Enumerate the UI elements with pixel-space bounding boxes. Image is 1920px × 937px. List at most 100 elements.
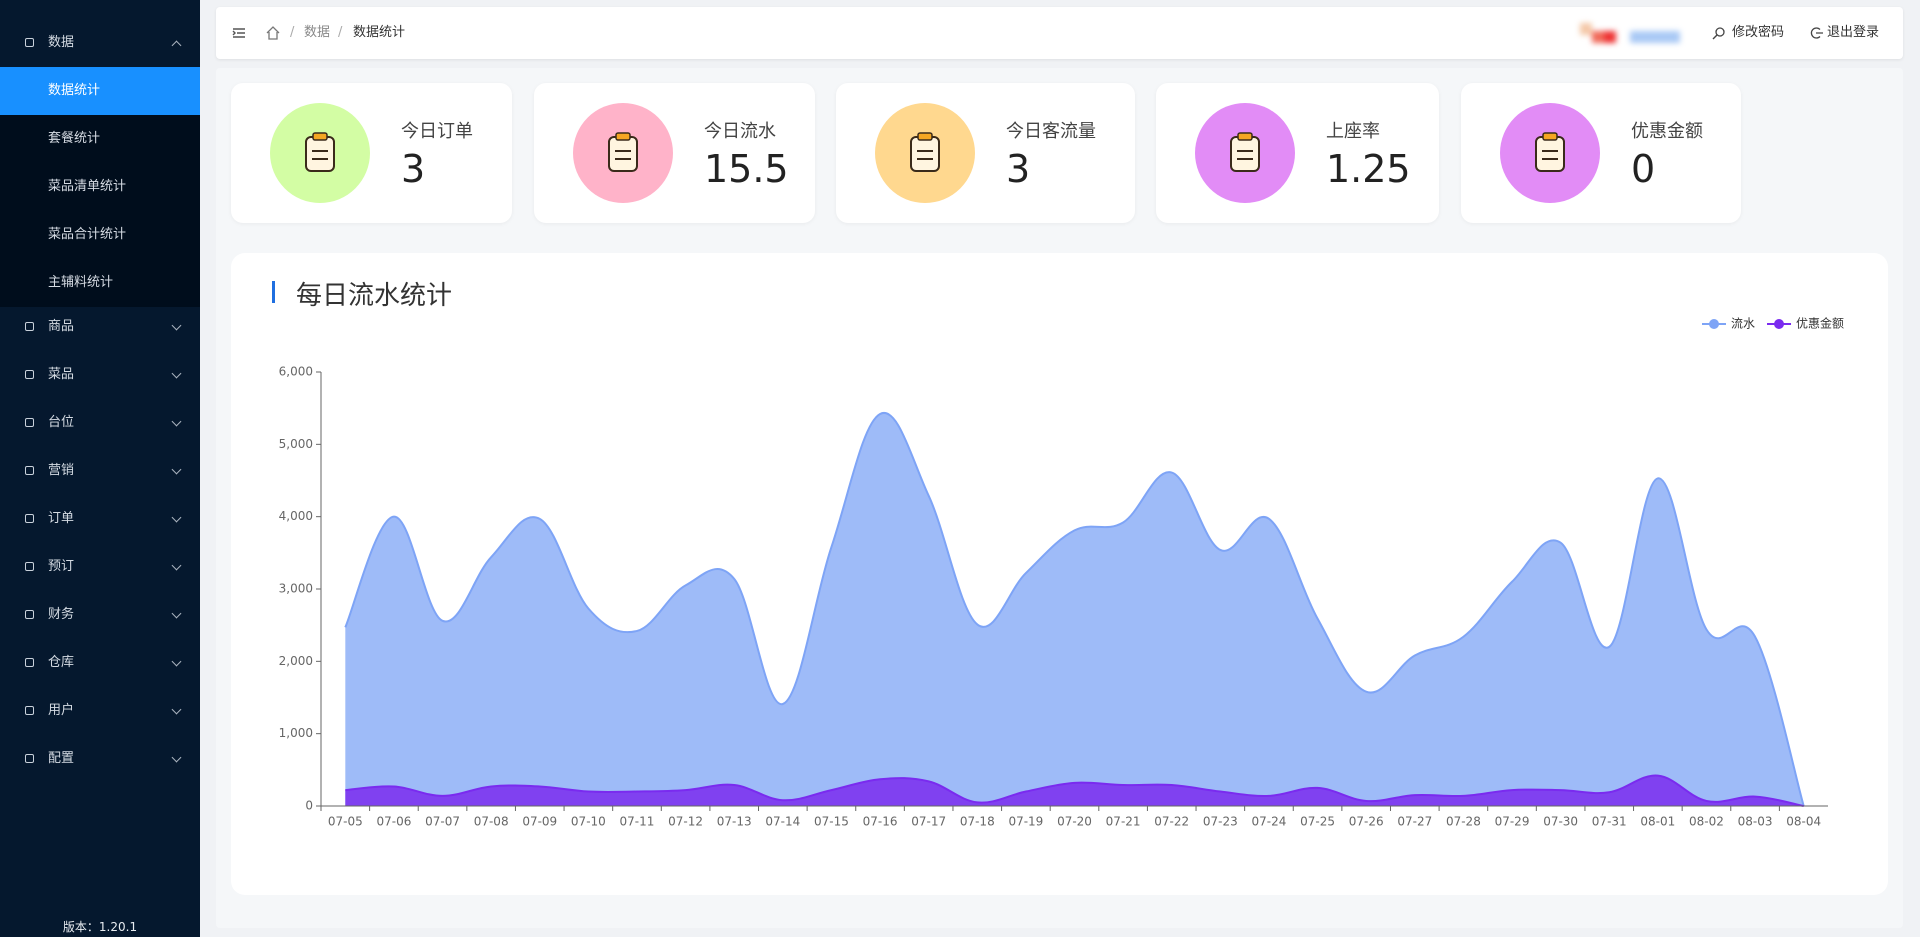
menu-icon bbox=[25, 38, 34, 47]
chevron bbox=[171, 560, 182, 571]
menu-icon bbox=[25, 322, 34, 331]
menu-item[interactable]: 菜品 bbox=[0, 355, 200, 395]
sidebar: 版本：1.20.1 数据 数据统计 套餐统计 菜品清单统计 菜品合计统计 主辅料统计 商品菜… bbox=[0, 0, 200, 937]
chart-title: 每日流水统计 bbox=[296, 281, 453, 311]
menu-item[interactable]: 数据 bbox=[0, 23, 200, 63]
menu-label: 财务 bbox=[48, 607, 75, 622]
breadcrumb-item[interactable]: 数据 bbox=[304, 25, 331, 40]
menu-item[interactable]: 营销 bbox=[0, 451, 200, 491]
area bbox=[345, 412, 1804, 806]
x-tick-label: 08-03 bbox=[1738, 815, 1773, 829]
stat-label: 今日订单 bbox=[401, 121, 473, 142]
x-tick-label: 07-25 bbox=[1300, 815, 1335, 829]
stat-value: 0 bbox=[1631, 147, 1656, 191]
separator: / bbox=[290, 25, 295, 40]
chevron bbox=[171, 320, 182, 331]
icon-glyph bbox=[305, 132, 335, 172]
menu-item[interactable]: 配置 bbox=[0, 739, 200, 779]
menu-label: 台位 bbox=[48, 415, 75, 430]
submenu-item[interactable]: 主辅料统计 bbox=[0, 259, 200, 307]
legend-dot bbox=[1774, 319, 1785, 329]
icon-glyph bbox=[608, 132, 638, 172]
chevron bbox=[171, 656, 182, 667]
x-tick-label: 07-09 bbox=[522, 815, 557, 829]
stat-label: 上座率 bbox=[1326, 121, 1380, 142]
submenu-item[interactable]: 菜品清单统计 bbox=[0, 163, 200, 211]
menu-icon bbox=[25, 658, 34, 667]
menu-item[interactable]: 商品 bbox=[0, 307, 200, 347]
menu-icon bbox=[25, 706, 34, 715]
logout-icon[interactable] bbox=[1810, 26, 1824, 40]
title-accent bbox=[272, 281, 275, 303]
x-tick-label: 07-24 bbox=[1252, 815, 1287, 829]
submenu-item[interactable]: 套餐统计 bbox=[0, 115, 200, 163]
x-tick-label: 07-30 bbox=[1543, 815, 1578, 829]
key-icon[interactable] bbox=[1712, 26, 1726, 40]
chevron bbox=[171, 464, 182, 475]
menu-label: 预订 bbox=[48, 559, 75, 574]
x-tick-label: 07-15 bbox=[814, 815, 849, 829]
change-password[interactable]: 修改密码 bbox=[1732, 25, 1785, 40]
chevron bbox=[171, 368, 182, 379]
menu-label: 营销 bbox=[48, 463, 75, 478]
chevron bbox=[171, 704, 182, 715]
user-avatar[interactable] bbox=[1580, 19, 1696, 47]
x-tick-label: 07-10 bbox=[571, 815, 606, 829]
menu-item[interactable]: 用户 bbox=[0, 691, 200, 731]
menu-item[interactable]: 台位 bbox=[0, 403, 200, 443]
menu-label: 仓库 bbox=[48, 655, 75, 670]
y-tick-label: 6,000 bbox=[279, 365, 313, 379]
x-tick-label: 07-31 bbox=[1592, 815, 1627, 829]
stat-label: 今日流水 bbox=[704, 121, 776, 142]
menu-label: 数据 bbox=[48, 35, 75, 50]
stat-label: 今日客流量 bbox=[1006, 121, 1096, 142]
x-tick-label: 07-27 bbox=[1397, 815, 1432, 829]
y-tick-label: 3,000 bbox=[279, 582, 313, 596]
chevron bbox=[171, 512, 182, 523]
menu-icon bbox=[25, 514, 34, 523]
stat-value: 3 bbox=[1006, 147, 1031, 191]
menu-icon bbox=[25, 610, 34, 619]
y-tick-label: 1,000 bbox=[279, 726, 313, 740]
x-tick-label: 07-12 bbox=[668, 815, 703, 829]
menu-toggle[interactable] bbox=[232, 26, 246, 40]
menu-icon bbox=[25, 562, 34, 571]
menu-item[interactable]: 订单 bbox=[0, 499, 200, 539]
chart: 0 1,000 2,000 3,000 4,000 5,000 6,000 07-05 07-0… bbox=[279, 316, 1844, 829]
stat-value: 3 bbox=[401, 147, 426, 191]
line bbox=[344, 411, 1805, 807]
home-icon[interactable] bbox=[265, 25, 281, 41]
menu-icon bbox=[25, 754, 34, 763]
menu-item[interactable]: 预订 bbox=[0, 547, 200, 587]
legend-dot bbox=[1709, 319, 1719, 329]
line bbox=[345, 774, 1804, 807]
x-tick-label: 07-26 bbox=[1349, 815, 1384, 829]
submenu-item[interactable]: 菜品合计统计 bbox=[0, 211, 200, 259]
x-tick-label: 07-05 bbox=[328, 815, 363, 829]
logout[interactable]: 退出登录 bbox=[1827, 25, 1880, 40]
stat-card: 今日流水 15.5 bbox=[534, 83, 815, 223]
submenu-item[interactable]: 数据统计 bbox=[0, 67, 200, 115]
x-tick-label: 07-20 bbox=[1057, 815, 1092, 829]
menu-label: 用户 bbox=[48, 703, 75, 718]
area bbox=[345, 775, 1804, 806]
menu-item[interactable]: 仓库 bbox=[0, 643, 200, 683]
stat-icon bbox=[1500, 103, 1600, 203]
stat-label: 优惠金额 bbox=[1631, 121, 1703, 142]
legend-label: 流水 bbox=[1731, 317, 1755, 331]
y-tick-label: 0 bbox=[305, 799, 313, 813]
stat-icon bbox=[1195, 103, 1295, 203]
header: / 数据 / 数据统计 修改密码 退出登录 bbox=[216, 7, 1903, 59]
menu-item[interactable]: 财务 bbox=[0, 595, 200, 635]
x-tick-label: 07-23 bbox=[1203, 815, 1238, 829]
x-tick-label: 08-04 bbox=[1786, 815, 1821, 829]
x-tick-label: 07-28 bbox=[1446, 815, 1481, 829]
x-tick-label: 07-08 bbox=[474, 815, 509, 829]
legend-label: 优惠金额 bbox=[1796, 316, 1844, 331]
stat-card: 今日订单 3 bbox=[231, 83, 512, 223]
menu-label: 配置 bbox=[48, 751, 75, 766]
menu-label: 菜品 bbox=[48, 367, 75, 382]
x-tick-label: 07-18 bbox=[960, 815, 995, 829]
icon-glyph bbox=[1535, 132, 1565, 172]
x-tick-label: 07-21 bbox=[1106, 815, 1141, 829]
